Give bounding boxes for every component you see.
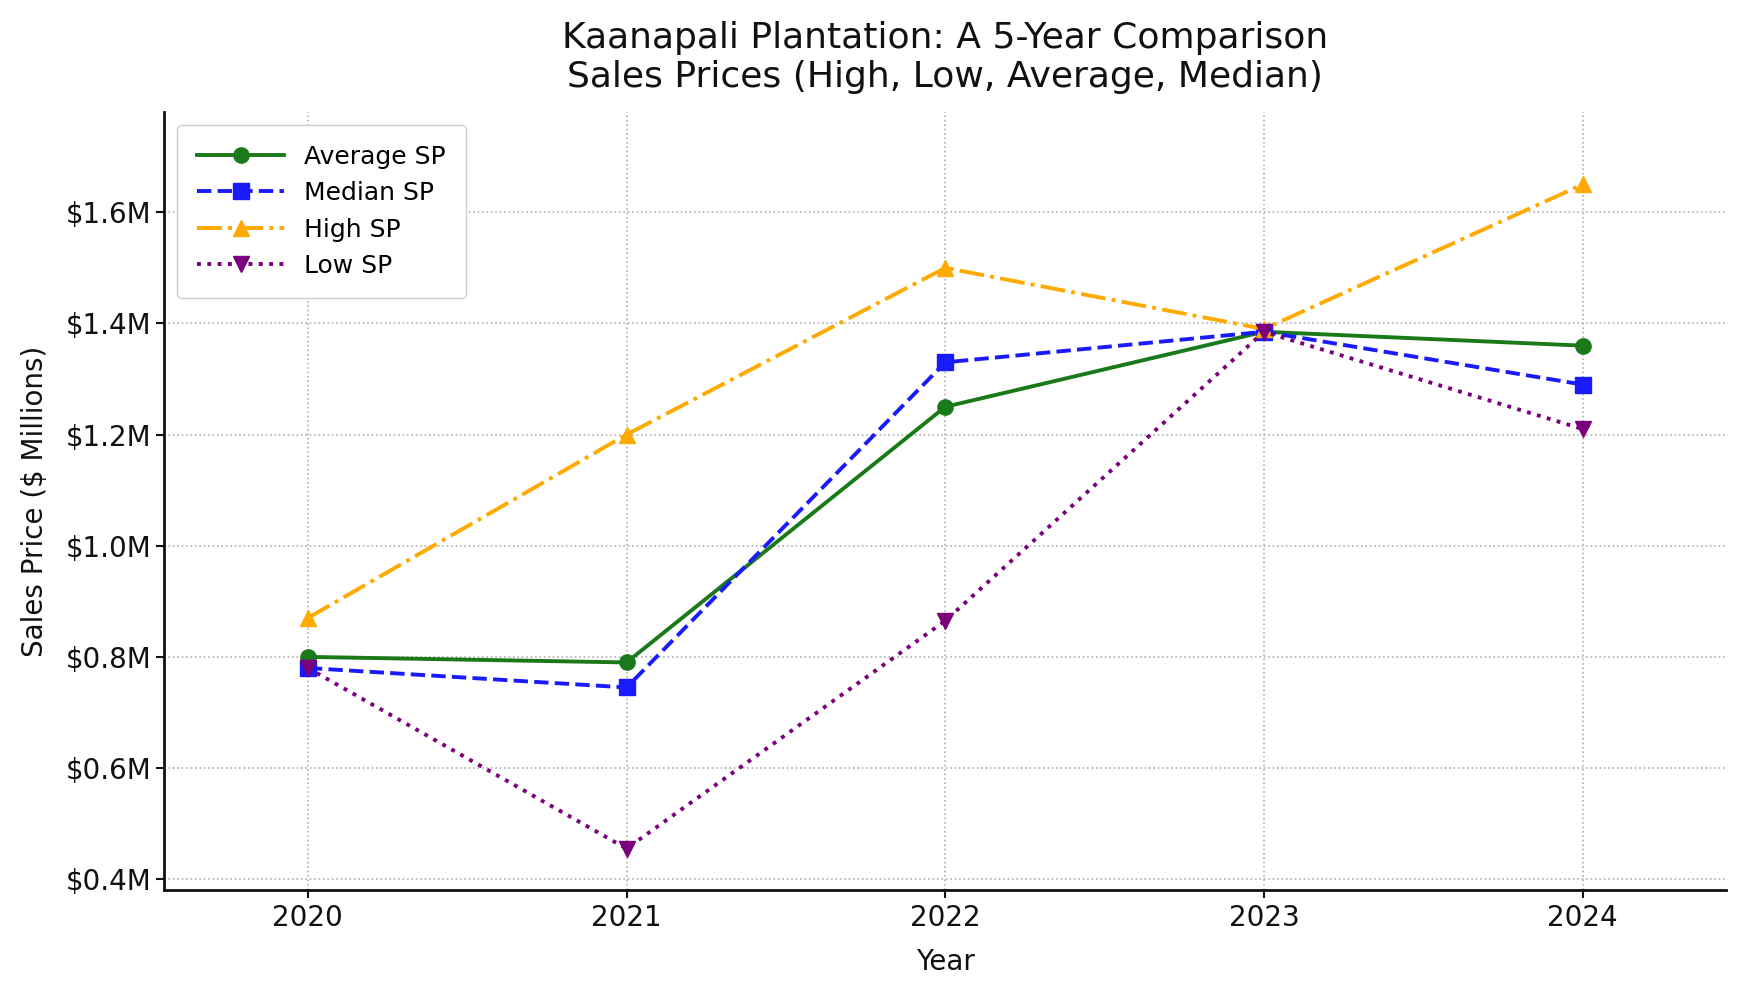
High SP <box>1572 178 1593 190</box>
High SP <box>935 262 956 274</box>
Low SP <box>1254 326 1275 338</box>
Median SP <box>935 356 956 368</box>
Legend: Average SP, Median SP, High SP, Low SP: Average SP, Median SP, High SP, Low SP <box>176 125 466 298</box>
High SP <box>1254 323 1275 335</box>
Y-axis label: Sales Price ($ Millions): Sales Price ($ Millions) <box>21 346 49 657</box>
High SP <box>617 429 638 441</box>
Average SP <box>935 401 956 413</box>
Average SP <box>1572 340 1593 352</box>
Median SP <box>1572 379 1593 391</box>
Low SP <box>935 615 956 627</box>
Line: Median SP: Median SP <box>300 324 1590 695</box>
Low SP <box>297 662 318 674</box>
Low SP <box>1572 423 1593 435</box>
Median SP <box>1254 326 1275 338</box>
Low SP <box>617 842 638 854</box>
High SP <box>297 612 318 624</box>
Line: High SP: High SP <box>299 176 1592 626</box>
Median SP <box>297 662 318 674</box>
X-axis label: Year: Year <box>915 948 975 976</box>
Average SP <box>617 656 638 668</box>
Average SP <box>297 651 318 663</box>
Line: Average SP: Average SP <box>300 324 1590 670</box>
Line: Low SP: Low SP <box>299 323 1592 857</box>
Median SP <box>617 682 638 694</box>
Average SP <box>1254 326 1275 338</box>
Title: Kaanapali Plantation: A 5-Year Comparison
Sales Prices (High, Low, Average, Medi: Kaanapali Plantation: A 5-Year Compariso… <box>563 21 1328 95</box>
